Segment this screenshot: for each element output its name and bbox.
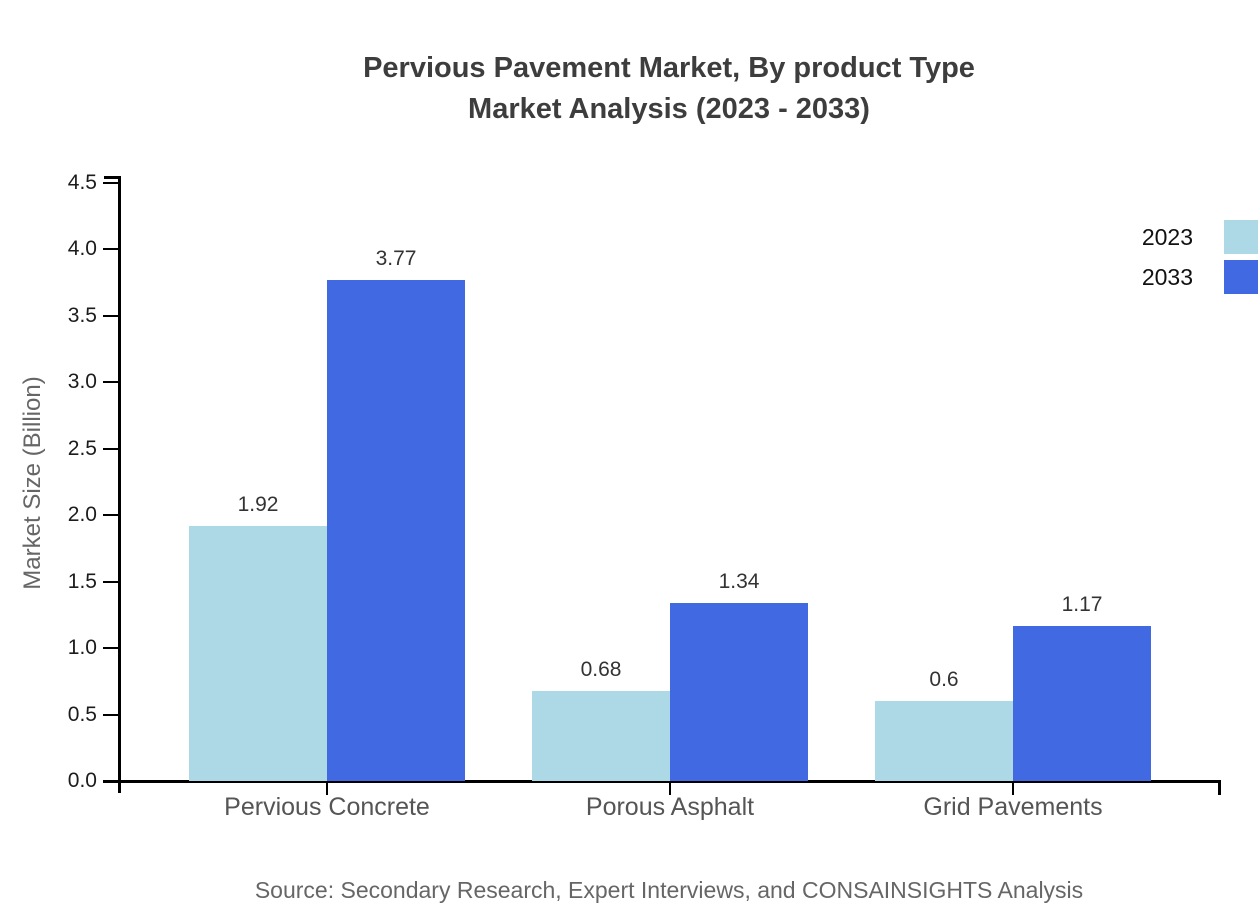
y-tick-label: 4.5 <box>67 171 97 194</box>
bar-2033-porous-asphalt <box>670 603 808 781</box>
y-tick <box>103 248 120 250</box>
y-tick <box>103 514 120 516</box>
chart-title: Pervious Pavement Market, By product Typ… <box>363 48 975 130</box>
y-tick-label: 3.0 <box>67 370 97 393</box>
y-tick <box>103 448 120 450</box>
x-tick <box>1012 783 1014 795</box>
y-tick-label: 2.5 <box>67 437 97 460</box>
bar-value-label: 3.77 <box>375 247 417 270</box>
y-tick-label: 3.5 <box>67 304 97 327</box>
y-tick-label: 0.0 <box>67 769 97 792</box>
y-tick-label: 2.0 <box>67 503 97 526</box>
x-axis-line <box>103 780 1221 783</box>
legend-label-2023: 2023 <box>1141 224 1193 250</box>
legend-swatch-2023 <box>1224 220 1258 254</box>
bar-2023-porous-asphalt <box>532 691 670 781</box>
y-tick-label: 1.5 <box>67 570 97 593</box>
y-tick <box>103 381 120 383</box>
y-tick <box>103 315 120 317</box>
y-tick-label: 1.0 <box>67 636 97 659</box>
legend-swatch-2033 <box>1224 260 1258 294</box>
source-note: Source: Secondary Research, Expert Inter… <box>254 877 1084 903</box>
bar-2033-grid-pavements <box>1013 626 1151 781</box>
chart-title-line2: Market Analysis (2023 - 2033) <box>468 93 870 125</box>
bar-value-label: 0.68 <box>580 658 622 681</box>
x-tick <box>326 783 328 795</box>
x-category-label-grid-pavements: Grid Pavements <box>923 793 1103 821</box>
bar-2033-pervious-concrete <box>327 280 465 781</box>
legend-label-2033: 2033 <box>1141 264 1193 290</box>
y-axis-top-cap <box>104 176 118 179</box>
y-tick-label: 4.0 <box>67 237 97 260</box>
y-tick <box>103 714 120 716</box>
bar-2023-pervious-concrete <box>189 526 327 781</box>
bar-value-label: 0.6 <box>929 668 959 691</box>
y-axis-title: Market Size (Billion) <box>19 376 46 590</box>
bar-value-label: 1.17 <box>1061 593 1103 616</box>
x-category-label-pervious-concrete: Pervious Concrete <box>224 793 430 821</box>
chart-title-line1: Pervious Pavement Market, By product Typ… <box>363 52 975 84</box>
bar-value-label: 1.92 <box>237 493 279 516</box>
bar-2023-grid-pavements <box>875 701 1013 781</box>
x-category-label-porous-asphalt: Porous Asphalt <box>585 793 755 821</box>
y-tick-label: 0.5 <box>67 703 97 726</box>
y-axis-line <box>118 176 121 793</box>
bar-value-label: 1.34 <box>718 570 760 593</box>
y-tick <box>103 647 120 649</box>
x-axis-end-tick <box>1218 783 1221 795</box>
y-tick <box>103 581 120 583</box>
x-tick <box>669 783 671 795</box>
y-tick <box>103 182 120 184</box>
y-tick <box>103 780 120 782</box>
